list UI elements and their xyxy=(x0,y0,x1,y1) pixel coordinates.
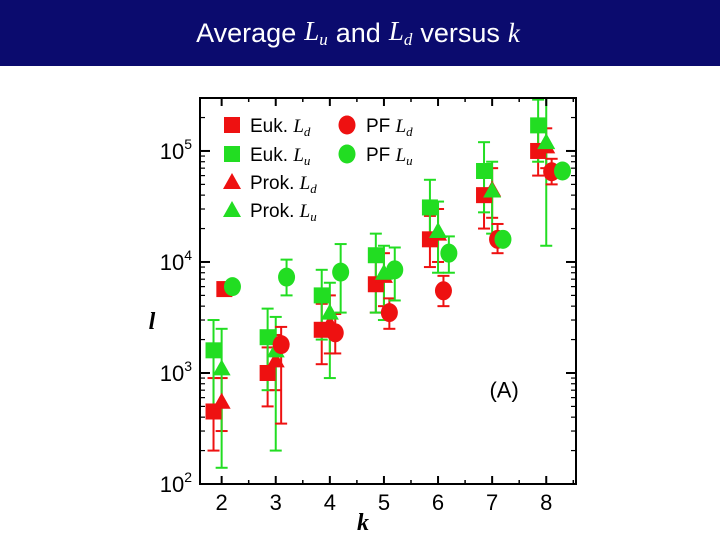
data-point xyxy=(326,323,344,343)
data-point xyxy=(259,364,276,381)
data-point xyxy=(380,303,398,323)
data-point xyxy=(537,133,556,150)
legend-marker xyxy=(338,115,356,135)
data-point xyxy=(332,262,350,282)
y-tick-label: 103 xyxy=(160,358,192,386)
title-var-ld-subscript: d xyxy=(403,30,413,49)
legend-label: Euk. Lu xyxy=(250,145,311,168)
title-var-lu-symbol: L xyxy=(304,16,320,46)
data-point xyxy=(223,277,241,297)
plot-frame xyxy=(199,97,577,485)
slide-title: Average Lu and Ld versus k xyxy=(0,0,720,66)
x-tick-label: 6 xyxy=(432,490,444,515)
data-point xyxy=(212,392,231,409)
data-point xyxy=(494,229,512,249)
x-tick-label: 3 xyxy=(270,490,282,515)
data-point xyxy=(320,303,339,320)
y-tick-label: 102 xyxy=(160,469,192,497)
data-point xyxy=(367,247,384,264)
data-point xyxy=(212,359,231,376)
title-variable-ld: Ld xyxy=(389,16,413,50)
data-point xyxy=(205,342,222,359)
data-points xyxy=(205,117,571,420)
data-point xyxy=(530,117,547,134)
legend-marker xyxy=(224,117,240,133)
x-tick-label: 2 xyxy=(216,490,228,515)
y-axis-label: l xyxy=(149,309,156,335)
legend-label: Prok. Lu xyxy=(250,201,317,224)
data-point xyxy=(483,181,502,198)
data-point xyxy=(313,287,330,304)
data-point xyxy=(278,267,296,287)
data-point xyxy=(386,260,404,280)
title-word-versus: versus xyxy=(420,17,500,48)
legend-label: PF Lu xyxy=(366,145,413,168)
data-point xyxy=(421,199,438,216)
legend-marker xyxy=(224,146,240,162)
data-point xyxy=(440,243,458,263)
title-variable-lu: Lu xyxy=(304,16,328,50)
panel-annotation: (A) xyxy=(489,378,518,403)
data-point xyxy=(266,351,285,368)
data-point xyxy=(476,162,493,179)
data-point xyxy=(553,161,571,181)
title-var-lu-subscript: u xyxy=(319,30,328,49)
title-variable-k: k xyxy=(507,17,520,48)
legend-label: Euk. Ld xyxy=(250,116,311,139)
legend-marker xyxy=(338,144,356,164)
x-tick-label: 5 xyxy=(378,490,390,515)
data-point xyxy=(434,281,452,301)
legend-label: Prok. Ld xyxy=(250,173,317,196)
data-point xyxy=(259,329,276,346)
data-point xyxy=(429,222,448,239)
title-word-and: and xyxy=(335,17,381,48)
x-tick-label: 8 xyxy=(540,490,552,515)
y-tick-label: 104 xyxy=(160,247,192,275)
title-var-ld-symbol: L xyxy=(388,16,404,46)
legend: Euk. Ld Euk. Lu Prok. Ld Prok. Lu PF Ld PF Lu xyxy=(223,115,413,224)
legend-marker xyxy=(223,173,241,189)
legend-marker xyxy=(223,201,241,217)
title-word-average: Average xyxy=(196,17,297,48)
x-axis-label: k xyxy=(357,510,369,536)
y-tick-label: 105 xyxy=(160,136,192,164)
data-point xyxy=(272,335,290,355)
legend-label: PF Ld xyxy=(366,116,413,139)
x-tick-label: 4 xyxy=(324,490,336,515)
axis-ticks: 2 3 4 5 6 7 8 102 103 104 105 xyxy=(160,97,576,515)
x-tick-label: 7 xyxy=(486,490,498,515)
scatter-chart: 2 3 4 5 6 7 8 102 103 104 105 Euk. Ld Euk. Lu Prok. … xyxy=(149,97,577,536)
